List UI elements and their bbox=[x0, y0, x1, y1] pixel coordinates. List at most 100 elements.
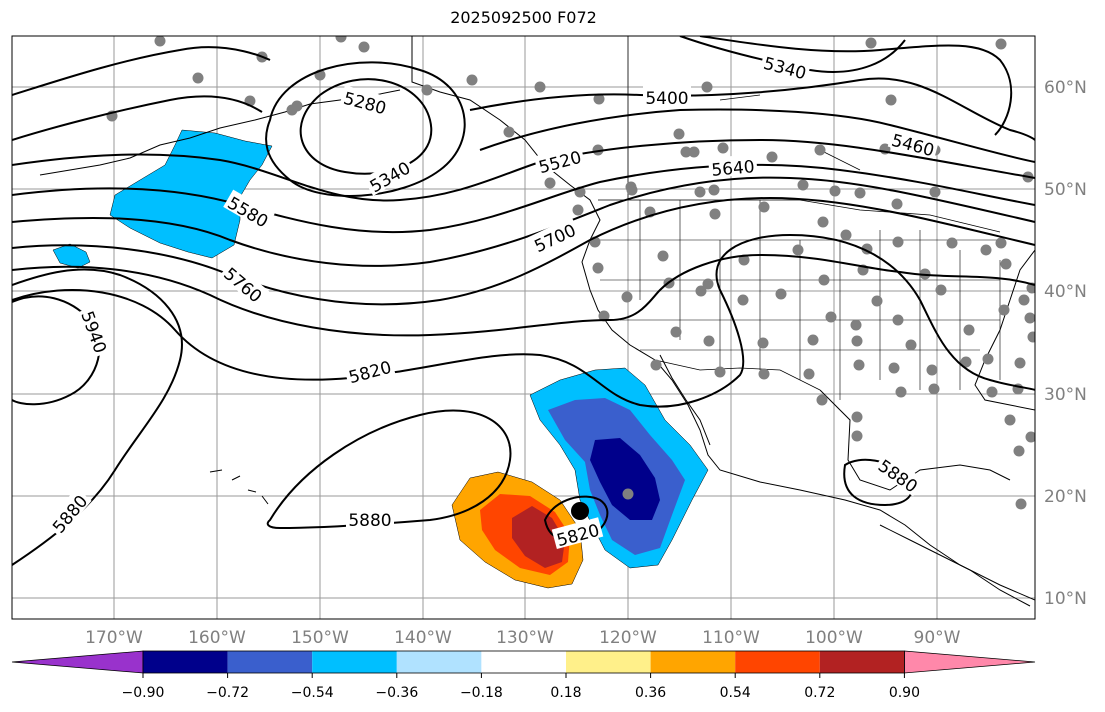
colorbar-bin bbox=[312, 651, 397, 673]
station-dot bbox=[544, 177, 556, 189]
station-dot bbox=[758, 368, 770, 380]
station-dot bbox=[892, 314, 904, 326]
station-dot bbox=[766, 151, 778, 163]
contour-5820 bbox=[12, 233, 1035, 408]
lon-label: 100°W bbox=[805, 628, 863, 648]
colorbar-frame bbox=[142, 650, 905, 674]
station-dot bbox=[1027, 331, 1035, 343]
station-dot bbox=[853, 359, 865, 371]
station-dot bbox=[758, 201, 770, 213]
station-dot bbox=[737, 294, 749, 306]
map-title: 2025092500 F072 bbox=[450, 8, 597, 27]
station-dot bbox=[192, 72, 204, 84]
coastline-baja bbox=[659, 354, 711, 446]
station-dot bbox=[1004, 414, 1016, 426]
contour-label-background bbox=[533, 144, 586, 176]
canada-interior bbox=[411, 36, 861, 200]
contour-label-background bbox=[78, 305, 114, 358]
station-dot bbox=[775, 288, 787, 300]
contour-label-background bbox=[339, 85, 392, 117]
station-dot bbox=[995, 237, 1007, 249]
station-dot bbox=[335, 36, 347, 43]
colorbar-tick-label: −0.36 bbox=[375, 685, 418, 701]
contour-5640 bbox=[12, 176, 1035, 267]
station-dot bbox=[1014, 357, 1026, 369]
colorbar-extend-high bbox=[904, 650, 1036, 674]
central-america bbox=[879, 524, 1031, 607]
station-dot bbox=[650, 359, 662, 371]
us-mexico-border bbox=[654, 359, 821, 391]
station-dot bbox=[717, 142, 729, 154]
colorbar bbox=[11, 650, 1036, 674]
station-dot bbox=[622, 488, 634, 500]
station-dot bbox=[702, 278, 714, 290]
station-dot bbox=[854, 187, 866, 199]
colorbar-tick-label: 0.18 bbox=[550, 685, 581, 701]
contour-5460 bbox=[12, 95, 1035, 163]
station-dot bbox=[598, 310, 610, 322]
contour-label-background bbox=[45, 487, 92, 538]
contour-label-background bbox=[528, 216, 581, 256]
colorbar-tick-label: 0.72 bbox=[804, 685, 835, 701]
station-dot bbox=[1000, 258, 1012, 270]
station-dot bbox=[1015, 498, 1027, 510]
contour-5400 bbox=[12, 46, 1035, 141]
lon-label: 150°W bbox=[291, 628, 349, 648]
station-dot bbox=[621, 291, 633, 303]
station-dot bbox=[572, 204, 584, 216]
contour-label-background bbox=[643, 86, 691, 106]
station-dot bbox=[673, 128, 685, 140]
station-dot bbox=[291, 100, 303, 112]
positive-anomaly-core bbox=[512, 506, 565, 568]
station-dot bbox=[807, 334, 819, 346]
contour-label-background bbox=[346, 508, 394, 528]
station-dot bbox=[885, 94, 897, 106]
lon-label: 140°W bbox=[394, 628, 452, 648]
colorbar-bin bbox=[735, 651, 820, 673]
colorbar-tick-label: −0.54 bbox=[291, 685, 334, 701]
colorbar-bin bbox=[650, 651, 736, 673]
station-dot bbox=[358, 41, 370, 53]
station-dot bbox=[888, 362, 900, 374]
lat-label: 60°N bbox=[1044, 78, 1087, 98]
station-dot bbox=[817, 216, 829, 228]
alaska-peninsula bbox=[39, 89, 401, 176]
station-dot bbox=[1018, 294, 1030, 306]
contour-label-background bbox=[343, 354, 396, 386]
station-dot bbox=[592, 262, 604, 274]
colorbar-bin bbox=[396, 651, 482, 673]
contour-5880-mexico bbox=[843, 458, 914, 507]
station-dot bbox=[895, 386, 907, 398]
station-dot bbox=[851, 411, 863, 423]
station-dot bbox=[816, 394, 828, 406]
contour-label-background bbox=[551, 517, 604, 549]
station-dot bbox=[695, 285, 707, 297]
negative-anomaly-east-pacific-core bbox=[590, 438, 660, 520]
station-dot bbox=[871, 295, 883, 307]
contour-label-background bbox=[708, 153, 758, 179]
lat-label: 20°N bbox=[1044, 487, 1087, 507]
station-dot bbox=[926, 364, 938, 376]
station-dot bbox=[680, 146, 692, 158]
contour-5280-low bbox=[299, 78, 433, 175]
contour-5340-north bbox=[679, 36, 906, 73]
colorbar-tick-label: −0.90 bbox=[122, 685, 165, 701]
coastline-north-america bbox=[411, 36, 1035, 601]
station-dot bbox=[980, 244, 992, 256]
lat-label: 40°N bbox=[1044, 282, 1087, 302]
station-dot bbox=[814, 144, 826, 156]
station-dot bbox=[709, 208, 721, 220]
station-dot bbox=[818, 274, 830, 286]
station-dot bbox=[757, 337, 769, 349]
station-dot bbox=[714, 366, 726, 378]
colorbar-tick-label: 0.54 bbox=[720, 685, 751, 701]
lon-label: 120°W bbox=[599, 628, 657, 648]
station-dot bbox=[593, 93, 605, 105]
station-dot bbox=[154, 36, 166, 47]
contour-5760 bbox=[12, 253, 1035, 337]
station-dot bbox=[982, 353, 994, 365]
colorbar-bin bbox=[481, 651, 566, 673]
station-dot bbox=[986, 386, 998, 398]
contour-label: 5400 bbox=[645, 89, 688, 109]
